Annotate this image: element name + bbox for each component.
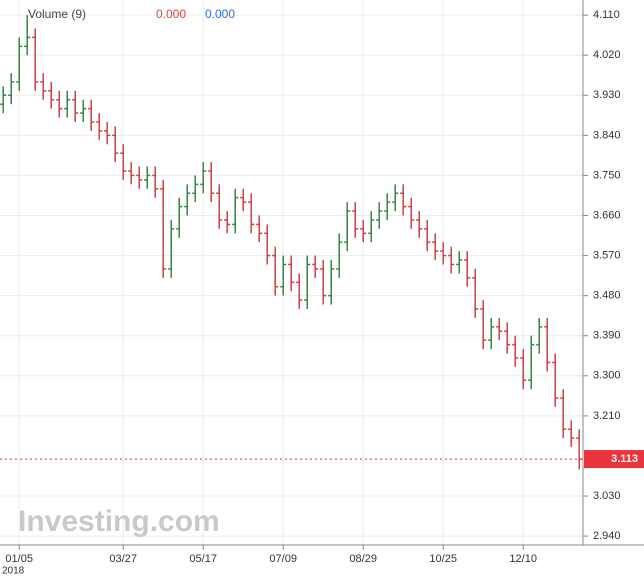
x-tick-label: 03/27 (109, 553, 137, 565)
y-tick-label: 3.300 (593, 370, 621, 382)
x-year-label: 2018 (2, 566, 25, 577)
x-tick-label: 12/10 (509, 553, 537, 565)
x-tick-label: 01/05 (5, 553, 33, 565)
y-tick-label: 3.390 (593, 330, 621, 342)
bars (0, 15, 583, 470)
watermark: Investing.com (18, 505, 220, 538)
y-tick-label: 4.020 (593, 49, 621, 61)
y-tick-label: 4.110 (593, 9, 620, 21)
y-tick-label: 3.750 (593, 169, 621, 181)
y-tick-label: 3.030 (593, 490, 621, 502)
y-tick-label: 3.210 (593, 410, 621, 422)
x-tick-label: 07/09 (269, 553, 297, 565)
y-tick-label: 3.840 (593, 129, 621, 141)
y-tick-label: 3.660 (593, 209, 621, 221)
last-price-box (584, 450, 644, 469)
y-tick-label: 3.930 (593, 89, 621, 101)
x-tick-label: 10/25 (429, 553, 457, 565)
legend-title: Volume (9) (28, 7, 86, 21)
x-tick-label: 08/29 (349, 553, 377, 565)
legend-value: 0.000 (205, 7, 235, 21)
y-tick-label: 2.940 (593, 530, 621, 542)
legend-value: 0.000 (156, 7, 186, 21)
y-tick-label: 3.480 (593, 290, 621, 302)
y-tick-label: 3.570 (593, 249, 621, 261)
last-price-label: 3.113 (611, 453, 638, 465)
x-tick-label: 05/17 (189, 553, 217, 565)
